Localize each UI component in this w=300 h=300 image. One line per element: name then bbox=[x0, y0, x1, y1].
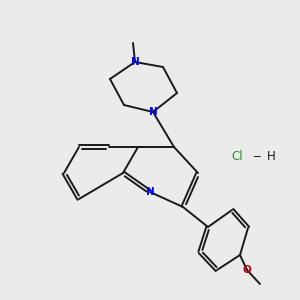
Text: O: O bbox=[243, 265, 251, 275]
Text: N: N bbox=[148, 107, 158, 117]
Text: H: H bbox=[267, 149, 276, 163]
Text: Cl: Cl bbox=[231, 149, 243, 163]
Text: N: N bbox=[130, 57, 140, 67]
Text: N: N bbox=[146, 187, 154, 197]
Text: ─: ─ bbox=[253, 151, 260, 161]
